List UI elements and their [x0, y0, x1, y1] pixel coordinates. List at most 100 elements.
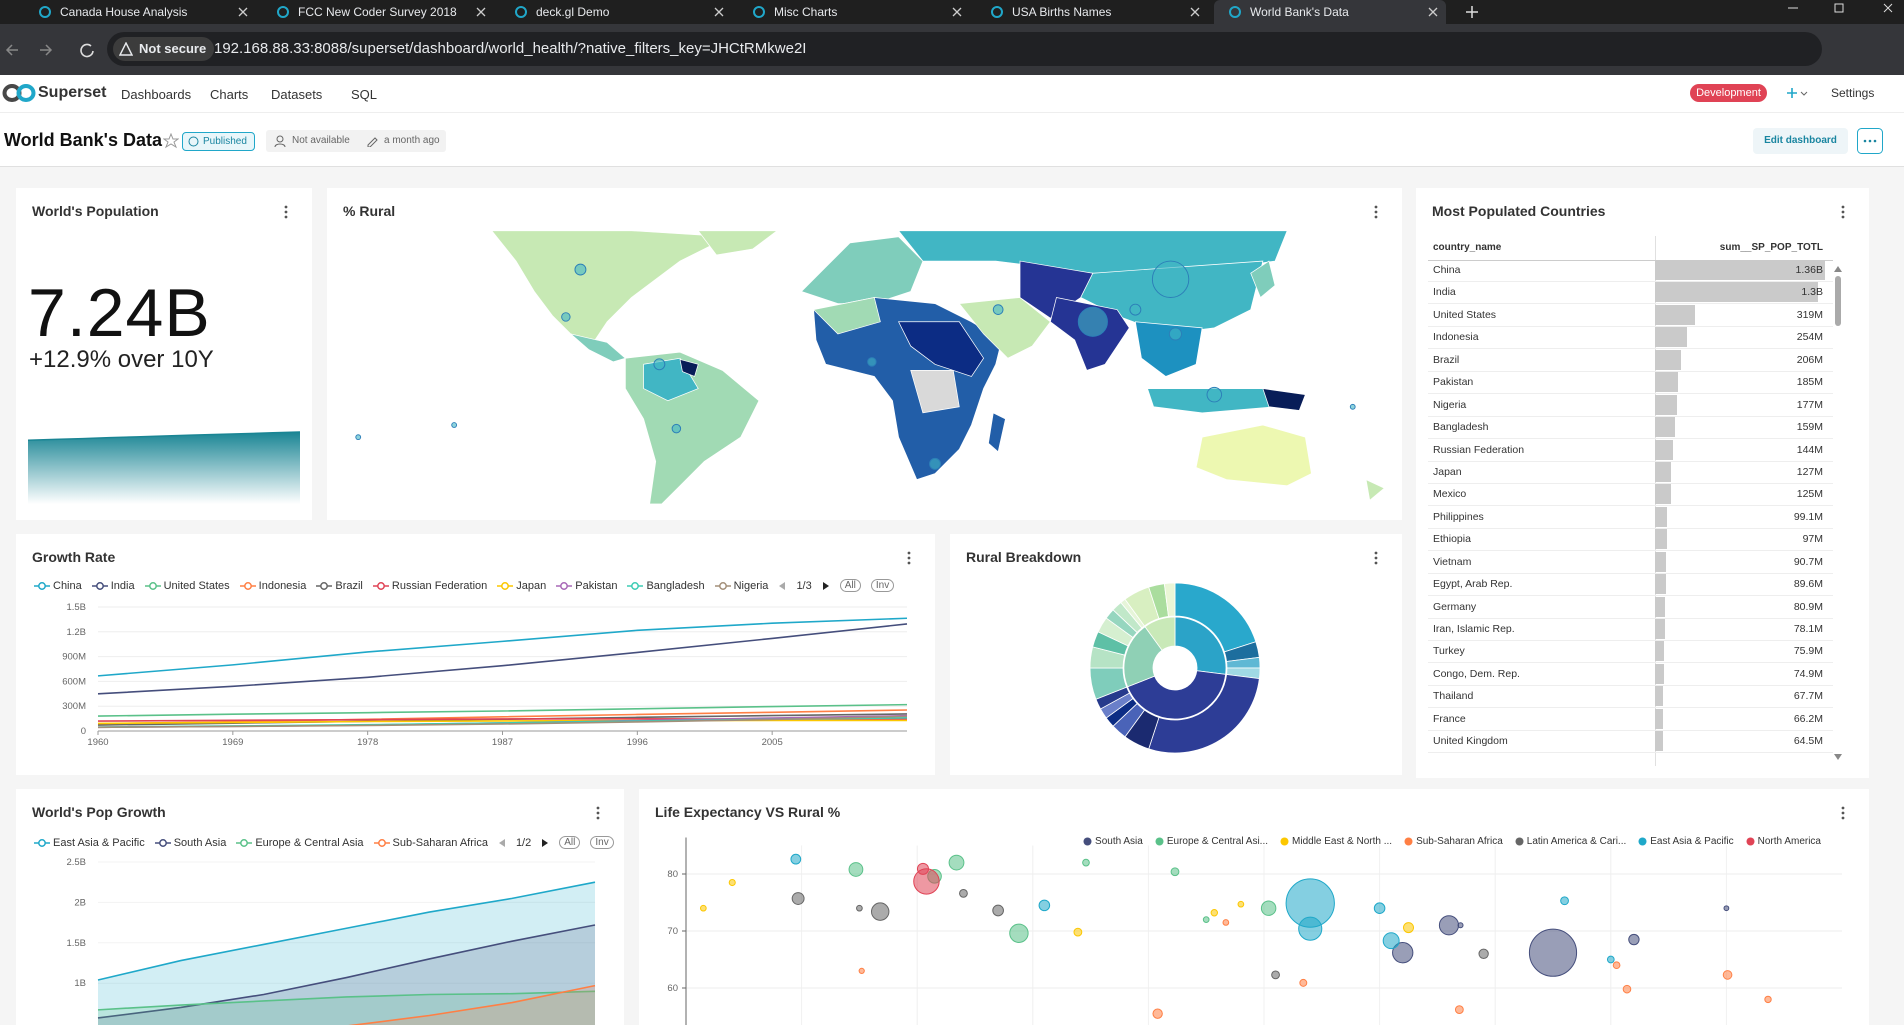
bubble[interactable]: [1438, 915, 1460, 936]
menu-item[interactable]: Charts: [210, 87, 249, 102]
legend-item[interactable]: Europe & Central Asia: [236, 837, 364, 849]
bubble[interactable]: [1622, 984, 1632, 994]
tab-close[interactable]: [714, 7, 724, 17]
legend-item[interactable]: Pakistan: [556, 580, 617, 592]
scrollbar[interactable]: [1833, 264, 1843, 764]
browser-tab[interactable]: Misc Charts: [738, 0, 970, 24]
bubble[interactable]: [1202, 916, 1210, 923]
panel-menu[interactable]: [1839, 204, 1847, 220]
table-row[interactable]: Egypt, Arab Rep. 89.6M: [1428, 573, 1833, 597]
legend-item[interactable]: Sub-Saharan Africa: [1404, 836, 1503, 847]
bubble[interactable]: [916, 862, 930, 875]
bubble[interactable]: [992, 904, 1004, 917]
table-row[interactable]: Nigeria 177M: [1428, 394, 1833, 417]
logo-icon[interactable]: [2, 83, 36, 103]
column-header[interactable]: sum__SP_POP_TOTL: [1719, 242, 1823, 253]
status-tag[interactable]: Published: [182, 132, 255, 151]
panel-menu[interactable]: [1839, 805, 1847, 821]
table-row[interactable]: India 1.3B: [1428, 281, 1833, 305]
bubble[interactable]: [1073, 927, 1083, 937]
table-row[interactable]: Japan 127M: [1428, 461, 1833, 484]
legend-item[interactable]: East Asia & Pacific: [34, 837, 145, 849]
bubble[interactable]: [848, 862, 864, 877]
legend-item[interactable]: Bangladesh: [627, 580, 705, 592]
bubble[interactable]: [1560, 896, 1569, 906]
browser-tab[interactable]: FCC New Coder Survey 2018: [262, 0, 494, 24]
legend-item[interactable]: Latin America & Cari...: [1515, 836, 1626, 847]
legend-item[interactable]: Nigeria: [714, 580, 768, 592]
favorite-star[interactable]: [163, 133, 179, 149]
bubble[interactable]: [1170, 867, 1180, 877]
bubble[interactable]: [1222, 919, 1230, 926]
menu-item[interactable]: Datasets: [271, 87, 323, 102]
legend-item[interactable]: South Asia: [154, 837, 226, 849]
table-row[interactable]: Vietnam 90.7M: [1428, 551, 1833, 574]
legend-select-all[interactable]: All: [839, 579, 861, 592]
table-row[interactable]: Russian Federation 144M: [1428, 439, 1833, 462]
table-row[interactable]: Turkey 75.9M: [1428, 640, 1833, 664]
bubble[interactable]: [1038, 899, 1051, 912]
bubble[interactable]: [948, 854, 965, 871]
settings-menu[interactable]: Settings: [1831, 86, 1875, 100]
table-row[interactable]: Mexico 125M: [1428, 483, 1833, 507]
bubble[interactable]: [1612, 961, 1621, 970]
add-menu[interactable]: [1786, 85, 1810, 101]
bubble[interactable]: [1237, 900, 1245, 908]
bubble[interactable]: [1009, 923, 1029, 943]
panel-menu[interactable]: [1372, 550, 1380, 566]
dashboard-title[interactable]: World Bank's Data: [4, 130, 162, 150]
legend-item[interactable]: Brazil: [316, 580, 363, 592]
legend-item[interactable]: Sub-Saharan Africa: [373, 837, 488, 849]
omnibox[interactable]: Not secure 192.168.88.33:8088/superset/d…: [107, 32, 1822, 66]
new-tab-icon[interactable]: [1460, 0, 1484, 24]
window-controls[interactable]: [1780, 0, 1904, 24]
bubble[interactable]: [1478, 948, 1489, 959]
table-row[interactable]: United States 319M: [1428, 304, 1833, 327]
browser-tab[interactable]: Canada House Analysis: [24, 0, 256, 24]
edit-dashboard-button[interactable]: Edit dashboard: [1753, 128, 1848, 154]
menu-item[interactable]: SQL: [351, 87, 378, 102]
panel-menu[interactable]: [282, 204, 290, 220]
bubble[interactable]: [728, 879, 736, 887]
legend-prev[interactable]: [498, 838, 506, 848]
security-chip[interactable]: Not secure: [113, 37, 215, 61]
sunburst-segment[interactable]: [1174, 616, 1227, 675]
bubble[interactable]: [1457, 922, 1464, 929]
nav-buttons[interactable]: [0, 36, 100, 64]
table-row[interactable]: Thailand 67.7M: [1428, 685, 1833, 709]
legend-item[interactable]: Middle East & North ...: [1280, 836, 1392, 847]
legend-item[interactable]: North America: [1746, 836, 1821, 847]
menu-item[interactable]: Dashboards: [121, 87, 192, 102]
bubble[interactable]: [791, 892, 805, 905]
sunburst-segment[interactable]: [1163, 582, 1176, 617]
tab-close[interactable]: [1190, 7, 1200, 17]
bubble[interactable]: [1722, 970, 1733, 980]
table-row[interactable]: Congo, Dem. Rep. 74.9M: [1428, 663, 1833, 686]
bubble[interactable]: [959, 888, 968, 898]
bubble[interactable]: [699, 904, 707, 912]
legend-item[interactable]: Indonesia: [239, 580, 306, 592]
legend-item[interactable]: South Asia: [1083, 836, 1143, 847]
bubble[interactable]: [1403, 922, 1414, 934]
legend-item[interactable]: United States: [144, 580, 230, 592]
bubble[interactable]: [1528, 928, 1578, 977]
legend-item[interactable]: Russian Federation: [372, 580, 487, 592]
bubble[interactable]: [870, 902, 890, 921]
bubble[interactable]: [1082, 858, 1090, 867]
table-row[interactable]: Iran, Islamic Rep. 78.1M: [1428, 618, 1833, 642]
browser-tab[interactable]: deck.gl Demo: [500, 0, 732, 24]
sunburst-segment[interactable]: [1144, 616, 1176, 651]
brand[interactable]: Superset: [38, 84, 107, 101]
legend-item[interactable]: China: [34, 580, 82, 592]
bubble[interactable]: [1299, 978, 1308, 987]
legend-item[interactable]: East Asia & Pacific: [1638, 836, 1734, 847]
legend-next[interactable]: [541, 838, 549, 848]
legend-invert[interactable]: Inv: [870, 579, 895, 592]
browser-tab[interactable]: USA Births Names: [976, 0, 1208, 24]
bubble[interactable]: [1210, 909, 1218, 917]
panel-menu[interactable]: [905, 550, 913, 566]
table-row[interactable]: Ethiopia 97M: [1428, 528, 1833, 552]
legend-next[interactable]: [822, 581, 830, 591]
bubble[interactable]: [1454, 1005, 1464, 1015]
bubble[interactable]: [1152, 1008, 1163, 1019]
